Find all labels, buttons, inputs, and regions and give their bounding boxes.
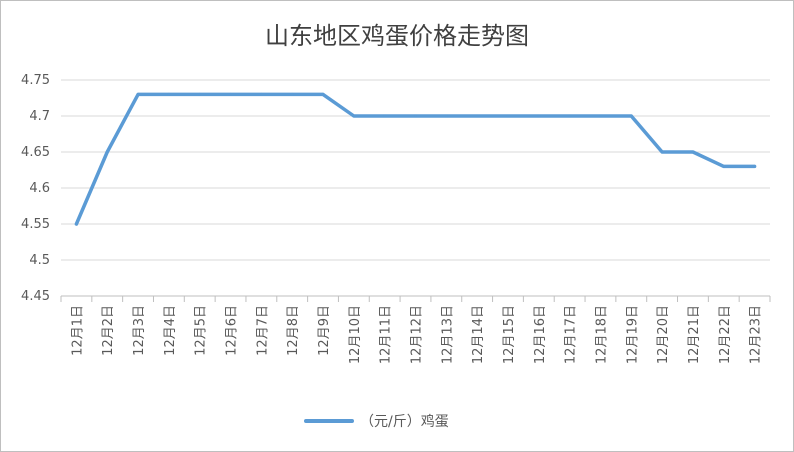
data-point (136, 92, 140, 96)
data-point (753, 164, 757, 168)
legend-label: （元/斤）鸡蛋 (360, 413, 449, 430)
data-point (660, 150, 664, 154)
data-point (568, 114, 572, 118)
data-point (414, 114, 417, 118)
data-point (598, 114, 602, 118)
data-point (290, 92, 294, 96)
data-point (722, 164, 726, 168)
data-point (74, 222, 78, 226)
x-tick-label: 12月2日 (101, 305, 116, 356)
x-tick-label: 12月10日 (348, 305, 363, 364)
data-point (506, 114, 510, 118)
x-tick-label: 12月20日 (656, 305, 671, 364)
x-tick-label: 12月6日 (225, 305, 240, 356)
x-tick-label: 12月8日 (286, 305, 301, 356)
x-tick-label: 12月16日 (533, 305, 548, 364)
legend: （元/斤）鸡蛋 (304, 413, 449, 430)
y-tick-label: 4.45 (21, 289, 50, 304)
y-tick-label: 4.65 (21, 145, 50, 160)
data-point (475, 114, 479, 118)
data-point (198, 92, 202, 96)
y-tick-label: 4.6 (29, 181, 50, 196)
x-tick-label: 12月17日 (564, 305, 579, 364)
x-tick-label: 12月9日 (317, 305, 332, 356)
data-point (229, 92, 233, 96)
x-tick-label: 12月4日 (163, 305, 178, 356)
x-tick-label: 12月13日 (440, 305, 455, 364)
data-point (259, 92, 263, 96)
x-tick-label: 12月3日 (132, 305, 147, 356)
data-point (383, 114, 387, 118)
x-tick-label: 12月7日 (255, 305, 270, 356)
y-tick-label: 4.5 (29, 253, 50, 268)
x-tick-label: 12月5日 (194, 305, 209, 356)
x-tick-label: 12月18日 (594, 305, 609, 364)
data-point (629, 114, 633, 118)
x-tick-label: 12月12日 (410, 305, 425, 364)
chart-title: 山东地区鸡蛋价格走势图 (265, 22, 529, 50)
data-point (444, 114, 448, 118)
x-tick-label: 12月1日 (70, 305, 85, 356)
series-layer (74, 92, 757, 226)
x-tick-label: 12月14日 (471, 305, 486, 364)
series-line (74, 92, 757, 226)
x-tick-label: 12月11日 (379, 305, 394, 364)
y-tick-label: 4.75 (21, 73, 50, 88)
data-point (167, 92, 171, 96)
gridlines (61, 79, 770, 297)
x-tick-label: 12月23日 (749, 305, 764, 364)
data-point (105, 150, 109, 154)
y-tick-label: 4.7 (29, 109, 50, 124)
x-tick-label: 12月21日 (687, 305, 702, 364)
data-point (537, 114, 541, 118)
x-tick-label: 12月22日 (718, 305, 733, 364)
y-axis-ticks: 4.45 4.5 4.55 4.6 4.65 4.7 4.75 (21, 73, 50, 304)
data-point (352, 114, 356, 118)
data-point (321, 92, 325, 96)
x-tick-label: 12月19日 (625, 305, 640, 364)
data-point (691, 150, 695, 154)
y-tick-label: 4.55 (21, 217, 50, 232)
x-axis: 12月1日 12月2日 12月3日 12月4日 12月5日 12月6日 12月7日 12月8日… (60, 295, 771, 364)
x-tick-label: 12月15日 (502, 305, 517, 364)
